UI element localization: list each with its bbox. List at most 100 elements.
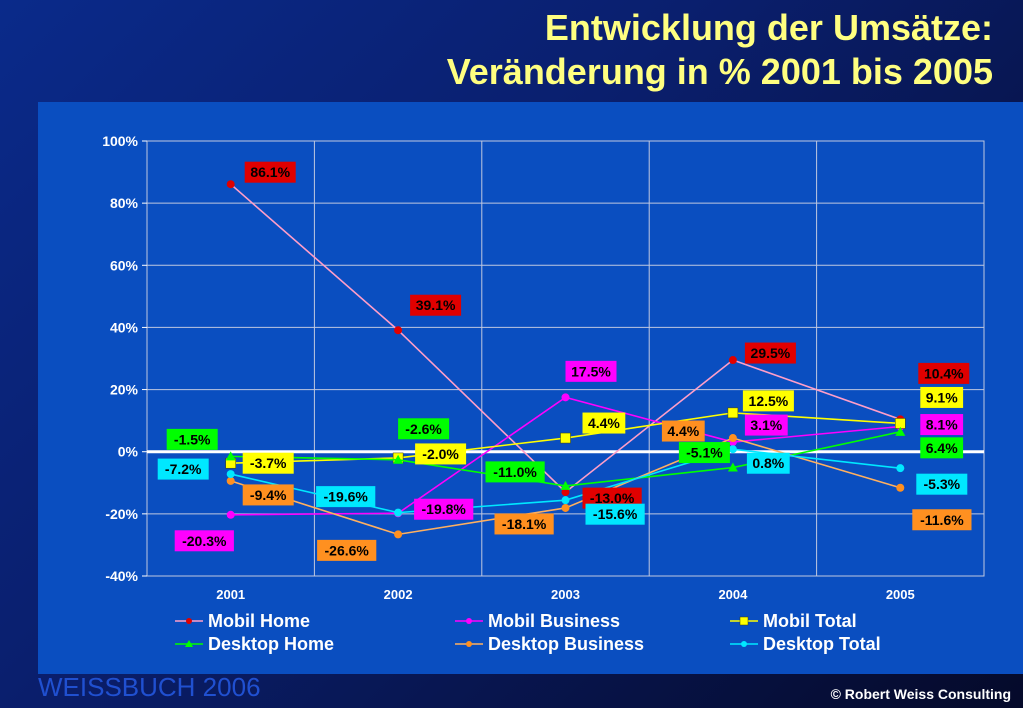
data-label-box-desktop-total [157, 458, 209, 480]
data-label-desktop-home: 6.4% [926, 440, 958, 456]
data-label-mobil-total: -3.7% [250, 455, 287, 471]
data-label-box-desktop-total [316, 486, 376, 508]
point-desktop-business [728, 434, 737, 443]
data-label-mobil-home: 29.5% [751, 345, 791, 361]
data-label-mobil-business: 3.1% [750, 417, 782, 433]
data-label-desktop-total: -5.3% [924, 476, 961, 492]
point-desktop-business [561, 503, 570, 512]
data-label-desktop-home: -11.0% [493, 464, 537, 480]
data-label-mobil-home: 39.1% [416, 297, 456, 313]
data-label-desktop-business: -26.6% [325, 542, 370, 558]
legend-marker-desktop-business [466, 641, 472, 647]
legend-marker-mobil-business [466, 618, 472, 624]
data-label-mobil-total: 12.5% [749, 393, 789, 409]
point-mobil-total [560, 432, 571, 444]
chart-title: Entwicklung der Umsätze: Veränderung in … [447, 6, 993, 94]
data-label-box-desktop-business [317, 539, 377, 561]
legend-marker-mobil-total [739, 616, 749, 626]
data-label-box-desktop-business [661, 420, 705, 442]
data-label-box-desktop-home [166, 428, 218, 450]
data-label-box-mobil-business [414, 498, 474, 520]
data-label-box-desktop-home [398, 418, 450, 440]
point-mobil-business [226, 510, 235, 519]
x-tick-label: 2004 [718, 587, 748, 602]
legend-label-desktop-business: Desktop Business [488, 634, 644, 654]
data-label-box-mobil-home [744, 342, 796, 364]
x-tick-label: 2002 [384, 587, 413, 602]
point-desktop-home [560, 480, 571, 490]
data-label-box-mobil-home [918, 362, 970, 384]
data-label-box-mobil-business [744, 414, 788, 436]
y-tick-label: 100% [102, 133, 138, 149]
data-label-mobil-total: 4.4% [588, 415, 620, 431]
data-label-mobil-total: 9.1% [926, 389, 958, 405]
data-label-box-mobil-business [174, 530, 234, 552]
data-label-mobil-home: 86.1% [250, 164, 290, 180]
point-mobil-total [727, 407, 739, 419]
data-label-mobil-business: -19.8% [422, 501, 467, 517]
legend-label-desktop-home: Desktop Home [208, 634, 334, 654]
legend-label-mobil-home: Mobil Home [208, 611, 310, 631]
data-label-desktop-business: -18.1% [502, 516, 547, 532]
data-label-desktop-total: -19.6% [324, 489, 369, 505]
data-label-box-mobil-business [920, 414, 964, 436]
data-label-mobil-business: -20.3% [182, 533, 227, 549]
data-label-desktop-home: -5.1% [686, 445, 723, 461]
data-label-desktop-home: -2.6% [405, 421, 442, 437]
legend-marker-desktop-home [185, 640, 193, 647]
point-desktop-home [393, 454, 404, 464]
point-desktop-total [226, 470, 235, 479]
data-label-desktop-total: -7.2% [165, 461, 202, 477]
legend-marker-desktop-total [741, 641, 747, 647]
point-mobil-home [728, 356, 737, 365]
y-tick-label: 60% [110, 257, 139, 273]
data-label-mobil-home: -13.0% [590, 490, 635, 506]
x-tick-label: 2003 [551, 587, 580, 602]
point-desktop-total [561, 496, 570, 505]
data-label-desktop-total: -15.6% [593, 506, 638, 522]
data-label-box-desktop-business [912, 509, 972, 531]
point-desktop-business [896, 483, 905, 492]
y-tick-label: 40% [110, 319, 139, 335]
point-mobil-home [561, 488, 570, 497]
data-label-box-desktop-total [916, 473, 968, 495]
data-label-box-desktop-business [494, 513, 554, 535]
data-label-box-desktop-total [585, 503, 645, 525]
data-label-mobil-total: -2.0% [422, 446, 459, 462]
data-label-box-mobil-total [920, 386, 964, 408]
point-desktop-business [226, 476, 235, 485]
x-tick-label: 2001 [216, 587, 245, 602]
data-label-box-mobil-home [582, 487, 642, 509]
legend-label-desktop-total: Desktop Total [763, 634, 881, 654]
data-label-box-mobil-total [242, 452, 294, 474]
y-tick-label: -20% [105, 506, 138, 522]
point-desktop-total [896, 464, 905, 473]
data-label-box-desktop-home [678, 442, 730, 464]
y-tick-label: 0% [118, 444, 139, 460]
copyright: © Robert Weiss Consulting [830, 686, 1011, 702]
data-label-box-desktop-total [746, 452, 790, 474]
y-tick-label: -40% [105, 568, 138, 584]
data-label-box-mobil-total [415, 443, 467, 465]
point-desktop-business [394, 530, 403, 539]
point-desktop-home [895, 426, 906, 436]
data-label-box-mobil-business [565, 360, 617, 382]
data-label-mobil-business: 17.5% [571, 363, 611, 379]
data-label-box-desktop-business [242, 484, 294, 506]
data-label-box-desktop-home [920, 437, 964, 459]
data-label-box-mobil-home [244, 161, 296, 183]
point-mobil-home [394, 326, 403, 335]
point-desktop-home [727, 462, 738, 472]
point-mobil-home [226, 180, 235, 189]
data-label-desktop-business: -9.4% [250, 487, 287, 503]
title-line-2: Veränderung in % 2001 bis 2005 [446, 51, 993, 92]
brand-watermark: WEISSBUCH 2006 [38, 672, 261, 702]
data-label-box-mobil-total [582, 412, 626, 434]
legend-label-mobil-total: Mobil Total [763, 611, 857, 631]
data-label-desktop-total: 0.8% [752, 455, 784, 471]
y-tick-label: 80% [110, 195, 139, 211]
data-label-desktop-business: 4.4% [667, 423, 699, 439]
y-tick-label: 20% [110, 382, 139, 398]
data-label-desktop-business: -11.6% [920, 512, 964, 528]
